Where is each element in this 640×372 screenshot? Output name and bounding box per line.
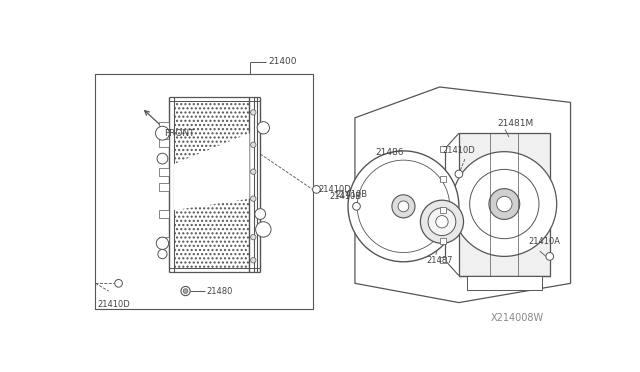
Bar bbox=[467, 276, 542, 289]
Circle shape bbox=[255, 222, 271, 237]
Text: 21410D: 21410D bbox=[97, 300, 130, 309]
Circle shape bbox=[392, 195, 415, 218]
Polygon shape bbox=[355, 87, 570, 302]
Text: 21487: 21487 bbox=[427, 256, 453, 265]
Circle shape bbox=[353, 202, 360, 210]
Circle shape bbox=[255, 209, 266, 219]
Circle shape bbox=[181, 286, 190, 296]
Text: FRONT: FRONT bbox=[164, 129, 195, 138]
Text: 21410B: 21410B bbox=[336, 190, 368, 199]
Text: 21480: 21480 bbox=[206, 286, 233, 295]
Text: X214008W: X214008W bbox=[490, 313, 543, 323]
Circle shape bbox=[251, 234, 256, 240]
Bar bbox=[159, 122, 168, 129]
Text: 21410A: 21410A bbox=[528, 237, 560, 246]
Circle shape bbox=[428, 208, 456, 235]
Text: 21400: 21400 bbox=[268, 57, 296, 66]
Bar bbox=[159, 237, 168, 245]
Circle shape bbox=[348, 151, 459, 262]
Circle shape bbox=[489, 189, 520, 219]
Bar bbox=[440, 145, 446, 152]
Bar bbox=[440, 257, 446, 263]
Circle shape bbox=[257, 122, 269, 134]
Circle shape bbox=[158, 250, 167, 259]
Circle shape bbox=[497, 196, 512, 212]
Bar bbox=[159, 168, 168, 176]
Circle shape bbox=[251, 142, 256, 147]
Circle shape bbox=[115, 279, 122, 287]
Circle shape bbox=[398, 201, 409, 212]
Bar bbox=[159, 140, 168, 147]
Text: 21410D: 21410D bbox=[442, 146, 476, 155]
Circle shape bbox=[455, 170, 463, 178]
Bar bbox=[159, 183, 168, 191]
Circle shape bbox=[251, 110, 256, 115]
Polygon shape bbox=[174, 133, 250, 210]
Circle shape bbox=[420, 200, 463, 243]
Text: 21410D: 21410D bbox=[319, 185, 351, 194]
Bar bbox=[459, 133, 550, 276]
Circle shape bbox=[156, 237, 168, 250]
Circle shape bbox=[183, 289, 188, 294]
Circle shape bbox=[436, 216, 448, 228]
Text: 21481M: 21481M bbox=[497, 119, 534, 128]
Circle shape bbox=[157, 153, 168, 164]
Text: 21486: 21486 bbox=[375, 148, 404, 157]
Circle shape bbox=[251, 196, 256, 201]
Bar bbox=[159, 210, 168, 218]
Circle shape bbox=[312, 186, 320, 193]
Circle shape bbox=[251, 169, 256, 174]
Bar bbox=[95, 74, 312, 309]
Bar bbox=[440, 176, 446, 183]
Circle shape bbox=[251, 257, 256, 263]
Text: 21410B: 21410B bbox=[330, 192, 362, 201]
Circle shape bbox=[452, 152, 557, 256]
Circle shape bbox=[156, 126, 170, 140]
Circle shape bbox=[546, 253, 554, 260]
Bar bbox=[440, 207, 446, 213]
Bar bbox=[440, 238, 446, 244]
